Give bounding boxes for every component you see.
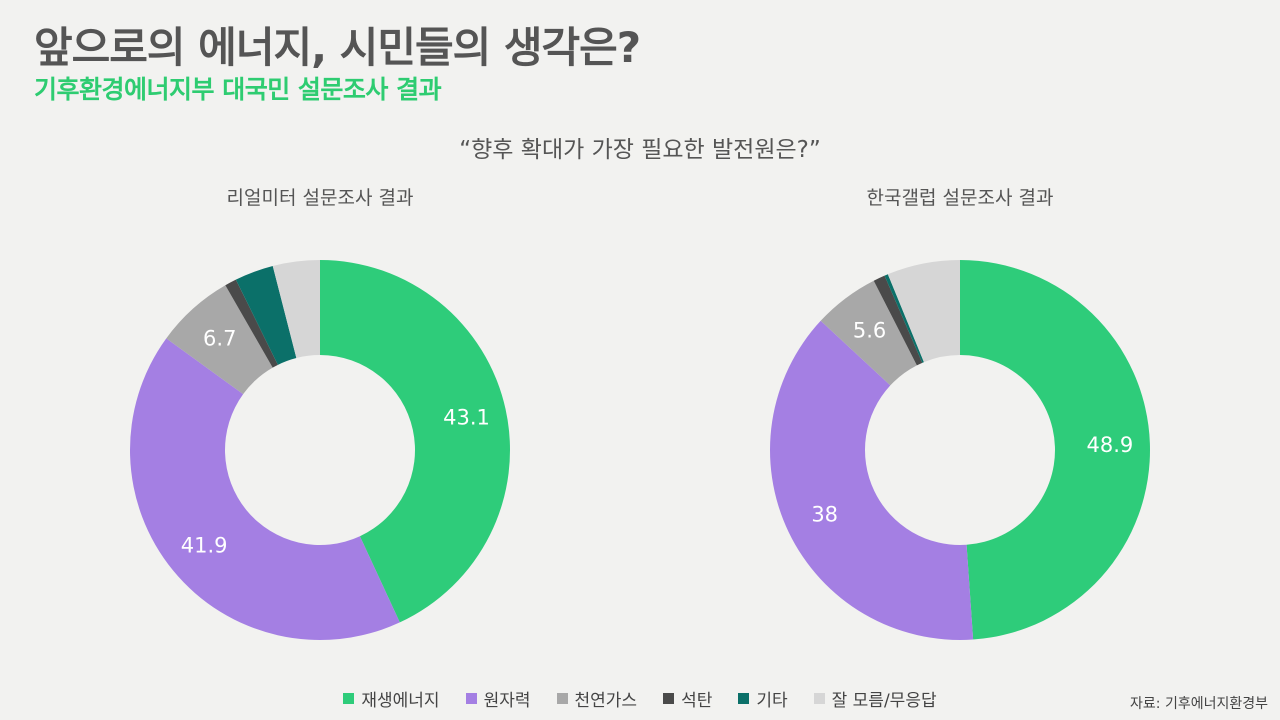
data-label-2: 5.6 [853,318,886,342]
source-note: 자료: 기후에너지환경부 [1130,696,1268,712]
data-label-1: 41.9 [181,533,228,557]
donut-slice-3 [225,279,278,368]
page-subtitle: 기후환경에너지부 대국민 설문조사 결과 [34,75,442,104]
chart-legend: 재생에너지 원자력 천연가스 석탄 기타 잘 모름/무응답 [0,686,1280,711]
data-label-0: 43.1 [443,406,490,430]
legend-item-nuclear: 원자력 [465,686,531,711]
donut-slice-4 [235,265,297,365]
legend-swatch [813,693,825,704]
data-label-0: 48.9 [1087,433,1134,457]
donut-slice-5 [272,260,320,358]
donut-slice-0 [320,260,511,623]
donut-chart-realmeter: 43.1 41.9 6.7 [130,260,511,640]
donut-slice-0 [960,260,1151,640]
legend-item-coal: 석탄 [663,686,712,711]
legend-swatch [343,693,355,704]
legend-item-unknown: 잘 모름/무응답 [813,686,937,711]
legend-item-other: 기타 [738,686,788,711]
legend-swatch [738,693,750,704]
legend-label: 천연가스 [574,691,638,711]
chart-title-realmeter: 리얼미터 설문조사 결과 [226,187,414,209]
donut-slice-5 [887,260,960,363]
legend-label: 원자력 [483,691,531,711]
legend-swatch [663,693,675,704]
survey-question: “향후 확대가 가장 필요한 발전원은?” [459,137,821,163]
chart-title-gallup: 한국갤럽 설문조사 결과 [866,187,1054,209]
data-label-2: 6.7 [203,326,236,350]
legend-item-natural-gas: 천연가스 [556,686,638,711]
legend-swatch [465,693,477,704]
legend-item-renewable: 재생에너지 [343,686,440,711]
legend-label: 기타 [756,691,788,711]
data-label-1: 38 [811,503,838,527]
donut-slice-4 [884,274,924,363]
legend-label: 잘 모름/무응답 [831,691,937,711]
legend-swatch [556,693,568,704]
donut-slice-2 [820,280,917,386]
donut-slice-1 [130,338,400,640]
donut-slice-3 [873,275,923,366]
donut-chart-gallup: 48.9 38 5.6 [769,260,1151,640]
legend-label: 석탄 [681,691,713,711]
donut-slice-1 [769,320,974,640]
legend-label: 재생에너지 [361,691,440,711]
page-title: 앞으로의 에너지, 시민들의 생각은? [34,23,641,72]
donut-slice-2 [166,285,273,395]
